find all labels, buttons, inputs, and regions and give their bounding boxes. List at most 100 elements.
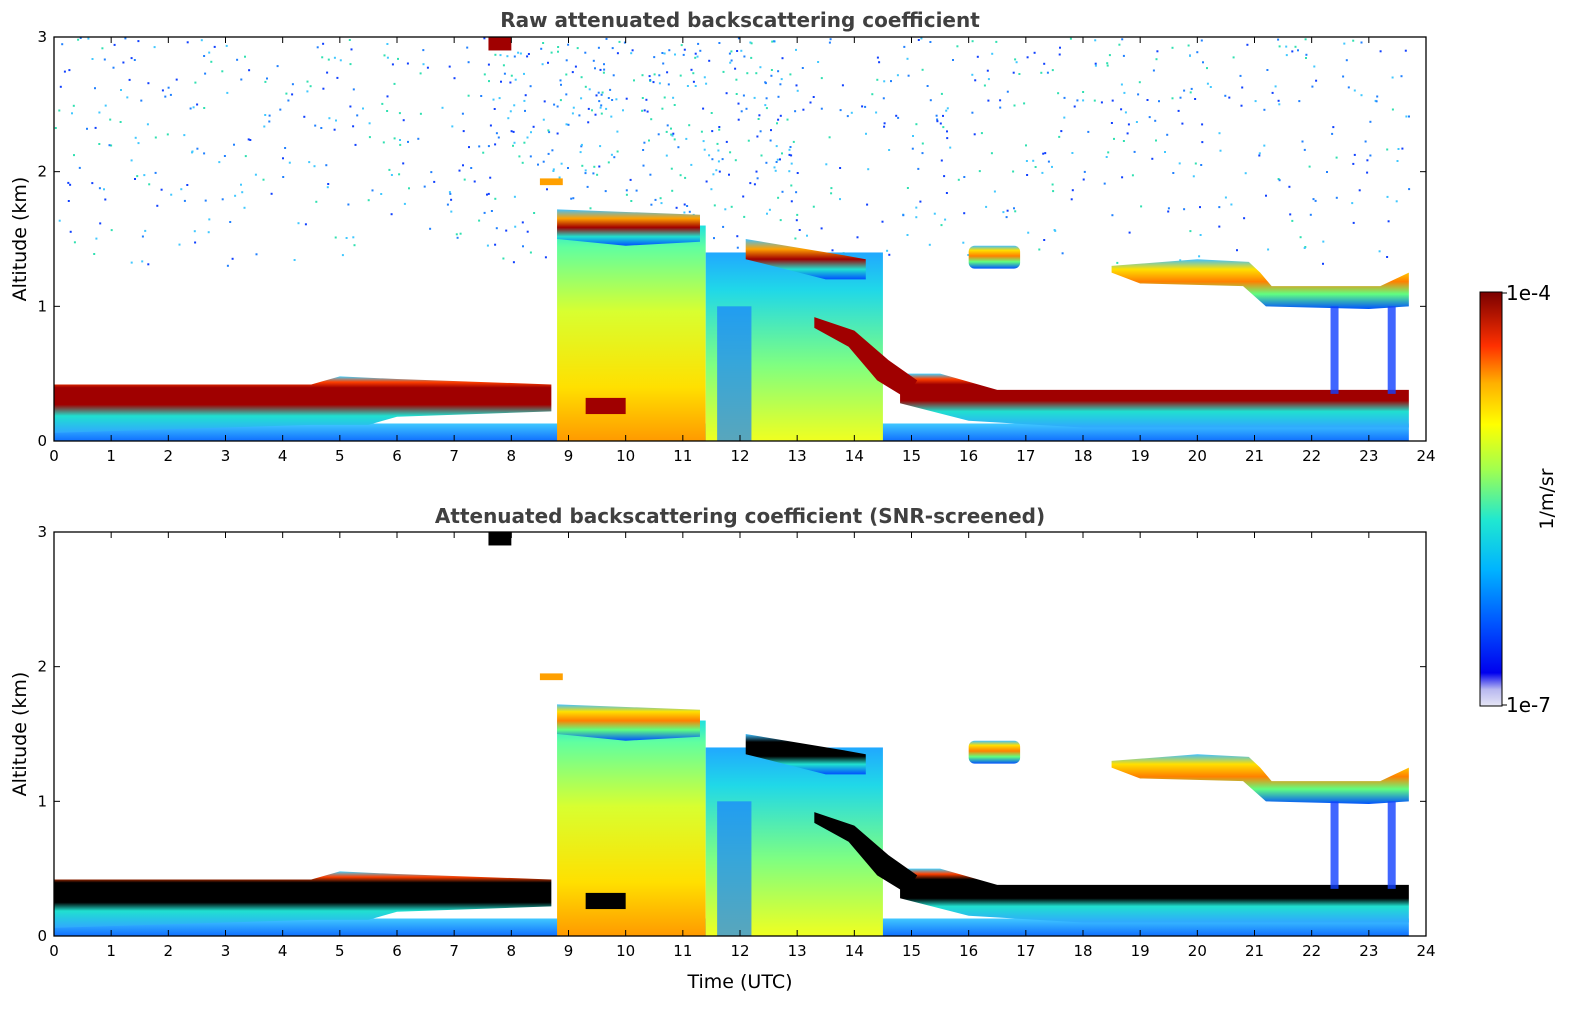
- noise-pixel: [987, 99, 990, 102]
- noise-pixel: [671, 189, 674, 192]
- noise-pixel: [466, 46, 469, 49]
- x-tick-label: 19: [1131, 447, 1150, 465]
- y-axis: 0 1 2 3: [37, 28, 1426, 450]
- noise-pixel: [839, 198, 841, 201]
- noise-pixel: [987, 78, 990, 81]
- noise-pixel: [1014, 58, 1017, 61]
- noise-pixel: [126, 96, 129, 99]
- noise-pixel: [483, 37, 486, 40]
- noise-pixel: [1209, 86, 1212, 88]
- noise-pixel: [1015, 61, 1018, 64]
- noise-pixel: [1265, 194, 1267, 197]
- noise-pixel: [556, 105, 559, 108]
- cloud-layer: [968, 245, 1021, 269]
- noise-pixel: [789, 73, 792, 76]
- noise-pixel: [1258, 152, 1261, 155]
- noise-pixel: [949, 146, 952, 149]
- noise-pixel: [604, 190, 607, 193]
- noise-pixel: [166, 133, 169, 136]
- noise-pixel: [287, 99, 290, 102]
- noise-pixel: [1376, 95, 1379, 98]
- noise-pixel: [468, 146, 470, 149]
- noise-pixel: [321, 56, 324, 59]
- y-tick-label: 0: [37, 432, 47, 450]
- noise-pixel: [500, 80, 502, 83]
- noise-pixel: [291, 83, 294, 86]
- noise-pixel: [523, 99, 526, 102]
- noise-pixel: [510, 74, 513, 77]
- noise-pixel: [736, 246, 739, 249]
- noise-pixel: [683, 48, 686, 51]
- x-tick-label: 6: [392, 942, 402, 960]
- cloud-layer: [745, 239, 866, 280]
- noise-pixel: [140, 99, 143, 102]
- boundary-layer: [585, 397, 626, 415]
- noise-pixel: [710, 188, 713, 191]
- noise-pixel: [497, 136, 500, 139]
- noise-pixel: [462, 130, 465, 133]
- y-tick-label: 2: [37, 163, 47, 181]
- noise-pixel: [665, 130, 668, 133]
- noise-pixel: [1047, 160, 1050, 163]
- noise-pixel: [584, 51, 587, 54]
- noise-pixel: [1232, 56, 1235, 59]
- noise-pixel: [1106, 64, 1109, 67]
- noise-pixel: [478, 219, 481, 222]
- noise-pixel: [537, 163, 539, 166]
- noise-pixel: [1103, 182, 1106, 185]
- noise-pixel: [978, 170, 981, 173]
- noise-pixel: [1408, 115, 1410, 118]
- noise-pixel: [467, 94, 470, 97]
- noise-pixel: [935, 114, 938, 117]
- noise-pixel: [1131, 174, 1134, 177]
- noise-pixel: [244, 55, 246, 58]
- noise-pixel: [749, 41, 752, 44]
- noise-pixel: [448, 65, 451, 68]
- noise-pixel: [203, 107, 206, 109]
- upper-plume: [539, 178, 563, 186]
- noise-pixel: [1386, 256, 1389, 258]
- noise-pixel: [1360, 41, 1363, 44]
- noise-pixel: [795, 48, 797, 51]
- noise-pixel: [1122, 140, 1125, 142]
- noise-pixel: [426, 66, 429, 69]
- noise-pixel: [170, 193, 173, 196]
- noise-pixel: [729, 61, 732, 64]
- noise-pixel: [795, 191, 798, 194]
- noise-pixel: [1347, 86, 1350, 89]
- noise-pixel: [861, 105, 864, 108]
- x-tick-label: 5: [335, 447, 345, 465]
- noise-pixel: [544, 256, 547, 259]
- noise-pixel: [929, 41, 932, 43]
- noise-pixel: [1218, 206, 1221, 209]
- noise-pixel: [671, 134, 674, 137]
- noise-pixel: [790, 154, 793, 157]
- noise-pixel: [282, 157, 284, 160]
- y-tick-label: 3: [37, 523, 47, 541]
- y-tick-label: 1: [37, 297, 47, 315]
- noise-pixel: [794, 237, 797, 240]
- noise-pixel: [662, 62, 665, 65]
- noise-pixel: [348, 39, 351, 41]
- x-tick-label: 11: [673, 942, 692, 960]
- noise-pixel: [770, 74, 773, 77]
- noise-pixel: [654, 198, 657, 201]
- noise-pixel: [737, 102, 740, 105]
- noise-pixel: [1236, 249, 1238, 252]
- noise-pixel: [565, 73, 568, 76]
- noise-pixel: [609, 88, 612, 91]
- noise-pixel: [945, 192, 948, 194]
- noise-pixel: [1311, 85, 1314, 88]
- noise-pixel: [946, 130, 948, 133]
- noise-pixel: [769, 139, 772, 142]
- noise-pixel: [710, 112, 713, 114]
- noise-pixel: [753, 96, 756, 99]
- noise-pixel: [1151, 157, 1154, 160]
- noise-pixel: [335, 119, 337, 122]
- noise-pixel: [1100, 101, 1103, 104]
- cloud-layer: [1111, 259, 1409, 310]
- noise-pixel: [728, 52, 731, 55]
- noise-pixel: [1326, 171, 1328, 173]
- cloud-layer: [1111, 754, 1409, 805]
- noise-pixel: [565, 59, 568, 62]
